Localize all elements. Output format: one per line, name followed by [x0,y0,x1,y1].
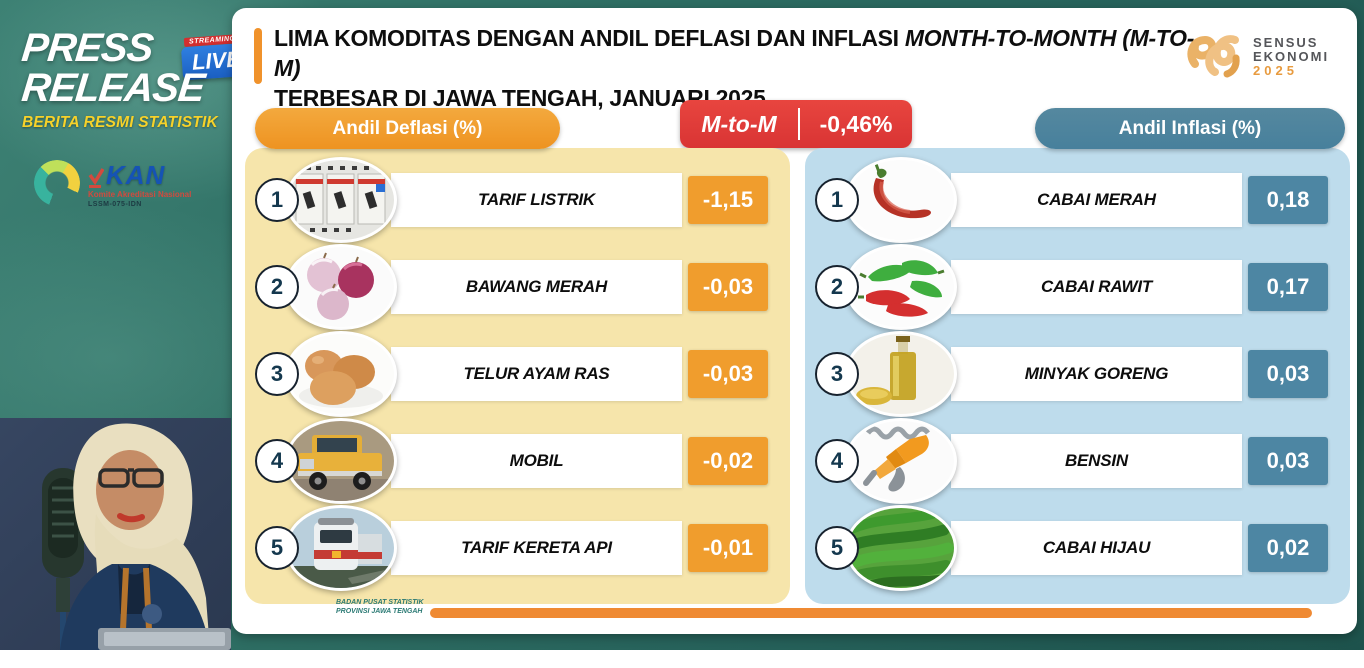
sensus-line2: EKONOMI [1253,48,1330,64]
mtom-divider [798,108,800,140]
bps-org-label: BADAN PUSAT STATISTIK PROVINSI JAWA TENGA… [336,599,424,616]
slide-title-italic: MONTH-TO-MONTH (M-TO-M) [274,25,1195,81]
commodity-strip: CABAI MERAH [951,173,1242,227]
sensus-line1: SENSUS [1253,34,1319,50]
commodity-strip: BAWANG MERAH [391,260,682,314]
inflasi-header-pill: Andil Inflasi (%) [1035,108,1345,149]
presenter-person [60,423,231,650]
commodity-label: BENSIN [1064,451,1129,470]
footer-orange-bar [430,608,1312,618]
deflasi-row-2: 2 BAWANG MERAH -0,03 [245,244,790,330]
inflasi-value: 0,03 [1248,437,1328,485]
inflasi-row-4: 4 BENSIN 0,03 [805,418,1350,504]
berita-resmi-statistik-label: BERITA RESMI STATISTIK [22,114,218,131]
commodity-label: BAWANG MERAH [465,277,608,296]
press-release-line2: RELEASE [19,66,207,110]
car-image [285,418,397,504]
commodity-strip: MINYAK GORENG [951,347,1242,401]
accreditation-logos: KAN Komite Akreditasi Nasional LSSM-075-… [34,160,224,220]
deflasi-value: -0,03 [688,263,768,311]
card-footer: BADAN PUSAT STATISTIK PROVINSI JAWA TENGA… [232,590,1357,634]
inflasi-value: 0,02 [1248,524,1328,572]
accreditation-ring-logo [34,160,80,206]
green-chilies-image [845,505,957,591]
inflasi-value: 0,17 [1248,263,1328,311]
train-image [285,505,397,591]
title-accent-bar [254,28,262,84]
deflasi-row-1: 1 TARIF LISTRIK -1,15 [245,157,790,243]
rank-badge: 1 [255,178,299,222]
chicken-eggs-image [285,331,397,417]
rank-badge: 2 [255,265,299,309]
kan-logo-text: KAN [106,160,166,190]
rank-badge: 4 [815,439,859,483]
mtom-value: -0,46% [819,110,893,137]
commodity-label: CABAI RAWIT [1040,277,1153,296]
deflasi-header-pill: Andil Deflasi (%) [255,108,560,149]
kan-check-icon [88,168,104,189]
inflasi-value: 0,03 [1248,350,1328,398]
commodity-label: MINYAK GORENG [1024,364,1169,383]
commodity-label: CABAI MERAH [1037,190,1156,209]
commodity-label: TELUR AYAM RAS [463,364,610,383]
slide-title: LIMA KOMODITAS DENGAN ANDIL DEFLASI DAN … [274,25,1195,111]
deflasi-row-3: 3 TELUR AYAM RAS -0,03 [245,331,790,417]
commodity-label: TARIF LISTRIK [477,190,595,209]
inflasi-panel: 1 CABAI MERAH 0,18 [805,148,1350,604]
sensus-ekonomi-logo: SENSUS EKONOMI 2025 [1181,16,1343,98]
commodity-strip: TARIF KERETA API [391,521,682,575]
red-chili-image [845,157,957,243]
stream-background: PRESS STREAMING LIVE RELEASE BERITA RESM… [0,0,1364,650]
sensus-year: 2025 [1253,63,1298,79]
circuit-breakers-image [285,157,397,243]
inflasi-row-5: 5 CABAI HIJAU 0,02 [805,505,1350,591]
presenter-video [0,418,231,650]
commodity-label: CABAI HIJAU [1042,538,1151,557]
rank-badge: 1 [815,178,859,222]
commodity-strip: TARIF LISTRIK [391,173,682,227]
commodity-label: TARIF KERETA API [461,538,612,557]
deflasi-value: -1,15 [688,176,768,224]
kan-subtitle: Komite Akreditasi Nasional [88,190,192,200]
deflasi-value: -0,01 [688,524,768,572]
deflasi-value: -0,03 [688,350,768,398]
rank-badge: 5 [815,526,859,570]
inflasi-value: 0,18 [1248,176,1328,224]
rank-badge: 2 [815,265,859,309]
deflasi-row-5: 5 TARIF KERETA API -0,01 [245,505,790,591]
fuel-nozzle-image [845,418,957,504]
inflasi-row-1: 1 CABAI MERAH 0,18 [805,157,1350,243]
commodity-strip: CABAI HIJAU [951,521,1242,575]
shallots-image [285,244,397,330]
cooking-oil-image [845,331,957,417]
deflasi-value: -0,02 [688,437,768,485]
kan-certificate-number: LSSM-075-IDN [88,200,142,208]
commodity-strip: CABAI RAWIT [951,260,1242,314]
deflasi-row-4: 4 MOBIL -0,02 [245,418,790,504]
rank-badge: 3 [255,352,299,396]
commodity-strip: BENSIN [951,434,1242,488]
infographic-card: LIMA KOMODITAS DENGAN ANDIL DEFLASI DAN … [232,8,1357,634]
mtom-label: M-to-M [701,110,777,137]
inflasi-row-3: 3 MINYAK GORENG 0,03 [805,331,1350,417]
rank-badge: 5 [255,526,299,570]
letterbox-bar [0,650,1364,668]
deflasi-panel: 1 TARIF LISTRIK -1,15 2 [245,148,790,604]
commodity-strip: TELUR AYAM RAS [391,347,682,401]
birdseye-chilies-image [845,244,957,330]
inflasi-row-2: 2 CABAI RAWIT 0,17 [805,244,1350,330]
rank-badge: 4 [255,439,299,483]
rank-badge: 3 [815,352,859,396]
mtom-badge: M-to-M -0,46% [680,100,912,148]
commodity-label: MOBIL [509,451,564,470]
commodity-strip: MOBIL [391,434,682,488]
press-release-logo: PRESS STREAMING LIVE RELEASE BERITA RESM… [19,26,265,132]
sensus-ekonomi-mark [1187,35,1240,78]
